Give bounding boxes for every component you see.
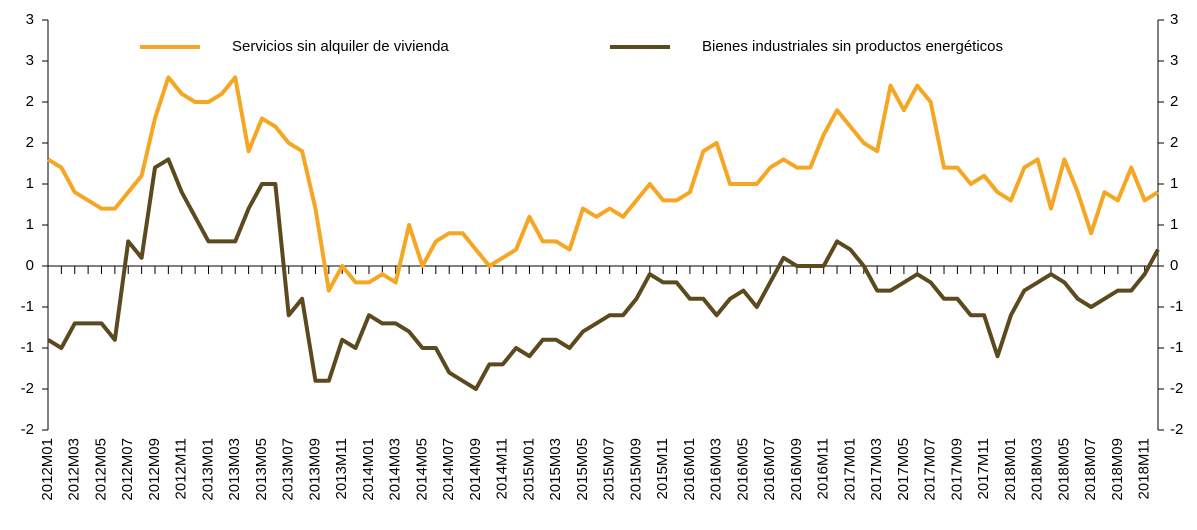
- y2-tick-label: -2: [1170, 380, 1183, 397]
- y-tick-label: -2: [21, 421, 34, 438]
- x-tick-label: 2018M05: [1055, 438, 1072, 501]
- x-tick-label: 2015M03: [547, 438, 564, 501]
- x-tick-label: 2016M09: [788, 438, 805, 501]
- x-tick-label: 2015M07: [601, 438, 618, 501]
- x-tick-label: 2012M09: [146, 438, 163, 501]
- series-line: [46, 75, 1160, 293]
- y2-tick-label: -1: [1170, 339, 1183, 356]
- y2-tick-label: 1: [1170, 175, 1178, 192]
- x-tick-label: 2014M07: [440, 438, 457, 501]
- y-tick-label: -2: [21, 380, 34, 397]
- x-tick-label: 2013M01: [199, 438, 216, 501]
- y2-tick-label: 3: [1170, 11, 1178, 28]
- x-tick-label: 2016M07: [761, 438, 778, 501]
- x-tick-label: 2017M01: [841, 438, 858, 501]
- series-line: [46, 157, 1160, 391]
- y-tick-label: 3: [26, 11, 34, 28]
- x-tick-label: 2012M11: [173, 438, 190, 499]
- x-tick-label: 2017M09: [948, 438, 965, 501]
- y2-tick-label: 2: [1170, 93, 1178, 110]
- x-tick-label: 2018M09: [1109, 438, 1126, 501]
- x-tick-label: 2012M01: [39, 438, 56, 501]
- x-tick-label: 2017M11: [975, 438, 992, 499]
- x-tick-label: 2016M01: [681, 438, 698, 501]
- x-tick-label: 2012M05: [92, 438, 109, 501]
- x-tick-label: 2015M09: [627, 438, 644, 501]
- x-tick-label: 2013M11: [333, 438, 350, 499]
- y-tick-label: 2: [26, 134, 34, 151]
- y2-tick-label: 2: [1170, 134, 1178, 151]
- x-tick-label: 2013M05: [253, 438, 270, 501]
- x-tick-label: 2013M07: [280, 438, 297, 501]
- y-tick-label: -1: [21, 339, 34, 356]
- x-tick-label: 2015M05: [574, 438, 591, 501]
- y-tick-label: 1: [26, 216, 34, 233]
- y-tick-label: -1: [21, 298, 34, 315]
- x-tick-label: 2014M09: [467, 438, 484, 501]
- x-tick-label: 2014M05: [413, 438, 430, 501]
- legend-label: Bienes industriales sin productos energé…: [702, 38, 1003, 55]
- x-tick-label: 2016M05: [734, 438, 751, 501]
- x-tick-label: 2017M07: [922, 438, 939, 501]
- x-tick-label: 2015M01: [520, 438, 537, 501]
- x-tick-label: 2012M03: [66, 438, 83, 501]
- x-tick-label: 2013M09: [306, 438, 323, 501]
- y2-tick-label: 3: [1170, 52, 1178, 69]
- x-tick-label: 2014M03: [387, 438, 404, 501]
- y2-tick-label: 1: [1170, 216, 1178, 233]
- y-tick-label: 2: [26, 93, 34, 110]
- x-tick-label: 2018M03: [1029, 438, 1046, 501]
- y2-tick-label: 0: [1170, 257, 1178, 274]
- x-tick-label: 2017M03: [868, 438, 885, 501]
- x-tick-label: 2016M11: [815, 438, 832, 499]
- x-tick-label: 2018M01: [1002, 438, 1019, 501]
- x-tick-label: 2017M05: [895, 438, 912, 501]
- legend-label: Servicios sin alquiler de vivienda: [232, 38, 449, 55]
- x-tick-label: 2012M07: [119, 438, 136, 501]
- y2-tick-label: -1: [1170, 298, 1183, 315]
- x-tick-label: 2015M11: [654, 438, 671, 499]
- x-tick-label: 2018M07: [1082, 438, 1099, 501]
- y-tick-label: 3: [26, 52, 34, 69]
- y2-tick-label: -2: [1170, 421, 1183, 438]
- x-tick-label: 2013M03: [226, 438, 243, 501]
- x-tick-label: 2018M11: [1136, 438, 1153, 499]
- x-tick-label: 2014M01: [360, 438, 377, 501]
- y-tick-label: 0: [26, 257, 34, 274]
- y-tick-label: 1: [26, 175, 34, 192]
- x-tick-label: 2016M03: [708, 438, 725, 501]
- x-tick-label: 2014M11: [494, 438, 511, 499]
